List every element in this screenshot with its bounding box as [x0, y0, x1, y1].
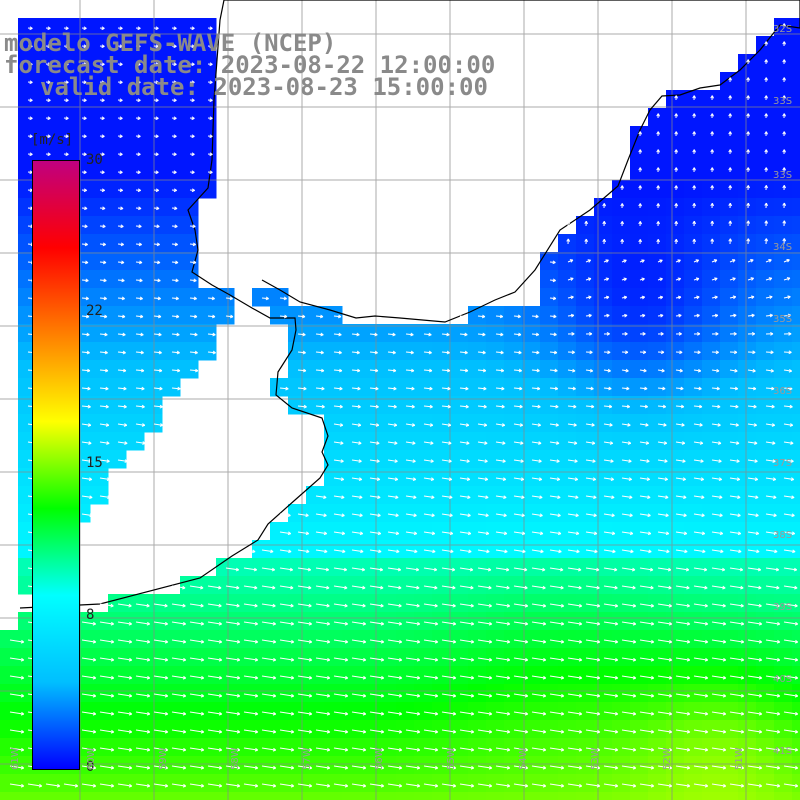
lat-label-37s: 37S — [773, 458, 793, 469]
lon-label-60w: 60W — [86, 747, 97, 770]
lon-label-52w: 52W — [662, 747, 673, 770]
lat-label-35s: 35S — [773, 314, 793, 325]
lat-label-41s: 41S — [773, 746, 793, 757]
lon-label-51w: 51W — [734, 747, 745, 770]
lat-label-40s: 40S — [773, 674, 793, 685]
colorbar-tick-15: 15 — [86, 455, 103, 471]
colorbar-tick-22: 22 — [86, 303, 103, 319]
lat-label-36s: 36S — [773, 386, 793, 397]
lon-label-56w: 56W — [374, 747, 385, 770]
lat-label-34s: 34S — [773, 242, 793, 253]
lat-label-38s: 38S — [773, 530, 793, 541]
valid-date-title: valid date: 2023-08-23 15:00:00 — [40, 73, 488, 101]
wind-speed-field — [0, 18, 800, 800]
wind-vectors — [9, 23, 799, 788]
colorbar-tick-0: 0 — [86, 759, 95, 775]
lon-label-55w: 55W — [446, 747, 457, 770]
colorbar-unit: [m/s] — [31, 132, 74, 148]
model-title: modelo GEFS-WAVE (NCEP) — [4, 29, 337, 57]
lat-label-33s: 33S — [773, 96, 793, 107]
lat-label-33s-b: 33S — [773, 170, 793, 181]
lon-label-54w: 54W — [518, 747, 529, 770]
lon-label-57w: 57W — [302, 747, 313, 770]
lat-label-32s: 32S — [773, 24, 793, 35]
lon-label-53w: 53W — [590, 747, 601, 770]
lon-label-58w: 58W — [230, 747, 241, 770]
lon-label-59w: 59W — [158, 747, 169, 770]
colorbar — [32, 160, 80, 770]
colorbar-tick-30: 30 — [86, 152, 103, 168]
forecast-date-title: forecast date: 2023-08-22 12:00:00 — [4, 51, 496, 79]
lat-label-39s: 39S — [773, 602, 793, 613]
lon-label-61w: 61W — [10, 747, 21, 770]
coastline — [19, 0, 800, 609]
colorbar-tick-8: 8 — [86, 607, 95, 623]
